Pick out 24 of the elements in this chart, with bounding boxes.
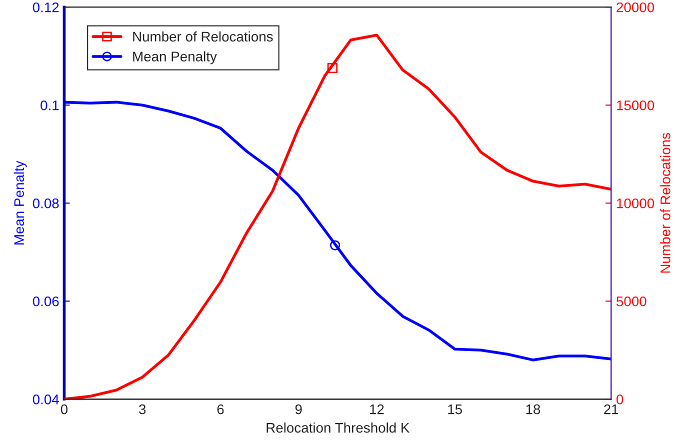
x-tick-label: 6 [217,404,224,414]
y2-tick-label: 0 [616,394,624,404]
y2-tick-label: 10000 [617,198,654,208]
x-tick-label: 15 [448,404,462,414]
y-tick-label: 0.12 [32,2,59,12]
y-tick-label: 0.1 [40,100,59,110]
x-tick-label: 18 [526,404,540,414]
x-tick-label: 0 [60,404,68,414]
y-tick-label: 0.06 [32,296,59,306]
y-tick-label: 0.08 [32,198,59,208]
legend-label: Mean Penalty [133,51,217,64]
y2-tick-label: 15000 [617,100,654,110]
legend-label: Number of Relocations [133,31,273,42]
y-tick-label: 0.04 [32,394,59,404]
x-tick-label: 12 [370,404,384,414]
y-axis-title: Mean Penalty [14,160,27,244]
y2-axis-title: Number of Relocations [660,132,670,273]
x-axis-title: Relocation Threshold K [266,422,410,433]
x-tick-label: 21 [604,404,618,414]
y2-tick-label: 5000 [616,296,646,306]
y2-tick-label: 20000 [616,2,654,12]
x-tick-label: 3 [139,404,146,414]
line-series [64,100,612,362]
x-tick-label: 9 [295,404,302,414]
